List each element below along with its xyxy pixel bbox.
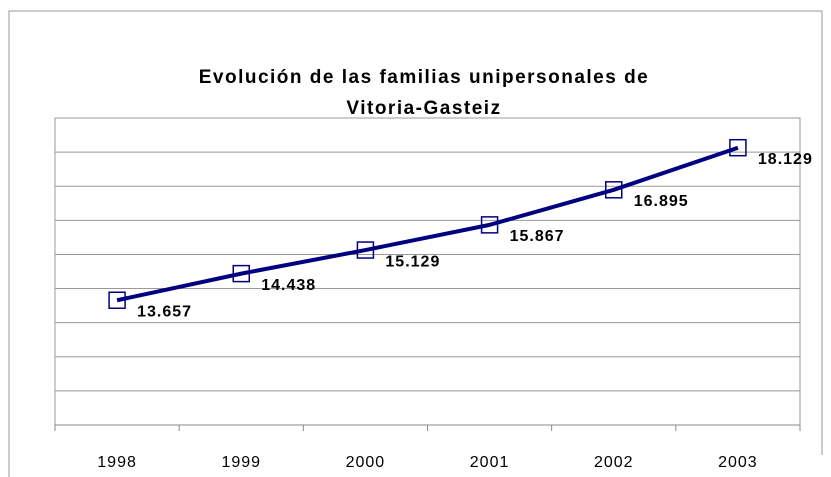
line-series: [116, 145, 739, 303]
x-tick-label: 2000: [346, 454, 386, 471]
x-tick-label: 2003: [718, 454, 758, 471]
x-tick-label: 1998: [97, 454, 137, 471]
x-tick-label: 2002: [594, 454, 634, 471]
marker: [729, 138, 747, 157]
chart-title: Vitoria-Gasteiz: [346, 98, 501, 119]
x-tick-label: 2001: [470, 454, 510, 471]
data-label: 14.438: [261, 277, 316, 294]
marker: [480, 216, 499, 234]
data-label: 15.129: [385, 253, 440, 270]
marker: [356, 241, 375, 259]
marker: [108, 291, 126, 310]
marker: [605, 181, 623, 199]
marker: [232, 264, 250, 283]
data-label: 13.657: [137, 303, 192, 320]
data-label: 16.895: [634, 193, 689, 210]
x-tick-label: 1999: [221, 454, 261, 471]
chart-frame: [8, 10, 823, 477]
chart-title: Evolución de las familias unipersonales …: [199, 67, 650, 88]
data-label: 15.867: [510, 228, 565, 245]
data-label: 18.129: [758, 151, 813, 168]
